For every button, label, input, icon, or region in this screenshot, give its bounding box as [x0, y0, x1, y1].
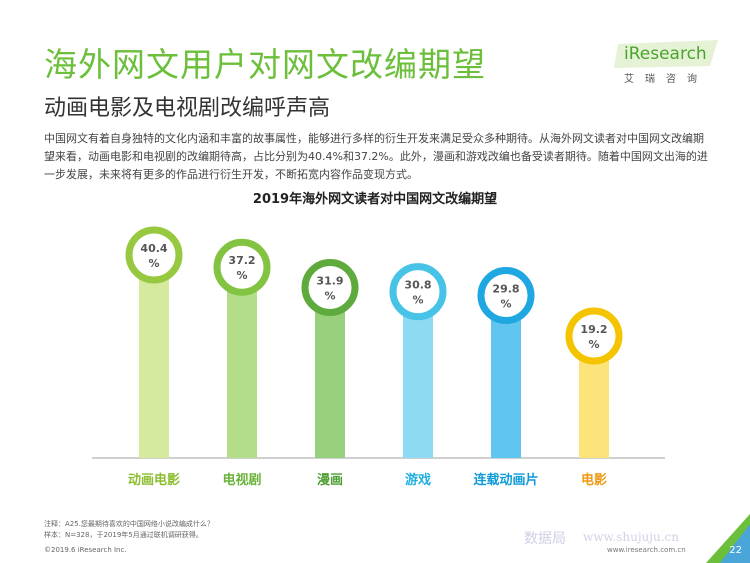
bar-marker: [213, 238, 271, 296]
footer-note: 注释：A25.您最期待喜欢的中国网络小说改编成什么？: [44, 520, 214, 528]
category-label: 电影: [581, 472, 607, 488]
category-label: 动画电影: [128, 472, 180, 488]
data-label: 30.8%: [404, 279, 431, 307]
bar-marker: [565, 307, 623, 365]
corner-decoration: [706, 514, 750, 563]
iresearch-logo: iResearch 艾瑞咨询: [614, 40, 724, 92]
data-label: 29.8%: [492, 283, 519, 311]
footer-site: www.iresearch.com.cn: [607, 546, 686, 554]
data-label: 40.4%: [140, 242, 167, 270]
page-subtitle: 动画电影及电视剧改编呼声高: [44, 96, 331, 121]
bar: [139, 255, 169, 458]
page-number: 22: [729, 545, 742, 556]
description-text: 中国网文有着自身独特的文化内涵和丰富的故事属性，能够进行多样的衍生开发来满足受众…: [44, 132, 708, 181]
logo-brand: iResearch: [624, 44, 707, 64]
watermark-cn: 数据局: [524, 531, 566, 547]
logo-mark: [614, 40, 718, 68]
data-label: 37.2%: [228, 254, 255, 282]
bar-marker: [301, 258, 359, 316]
bar: [227, 267, 257, 458]
category-label: 连载动画片: [473, 472, 538, 488]
bar-marker: [477, 267, 535, 324]
logo-subtitle: 艾瑞咨询: [624, 74, 708, 85]
footer-copyright: ©2019.6 iResearch Inc.: [44, 546, 127, 554]
bar-marker: [389, 263, 447, 321]
category-label: 漫画: [317, 472, 343, 488]
page-title: 海外网文用户对网文改编期望: [44, 45, 486, 84]
data-label: 31.9%: [316, 274, 343, 302]
category-label: 游戏: [405, 472, 431, 488]
watermark-url: www.shujuju.cn: [583, 530, 679, 544]
category-label: 电视剧: [222, 472, 261, 488]
chart-title: 2019年海外网文读者对中国网文改编期望: [252, 192, 498, 207]
bar-marker: [125, 226, 183, 284]
footer-sample: 样本：N=328，于2019年5月通过联机调研获得。: [44, 531, 203, 539]
data-label: 19.2%: [580, 323, 607, 351]
